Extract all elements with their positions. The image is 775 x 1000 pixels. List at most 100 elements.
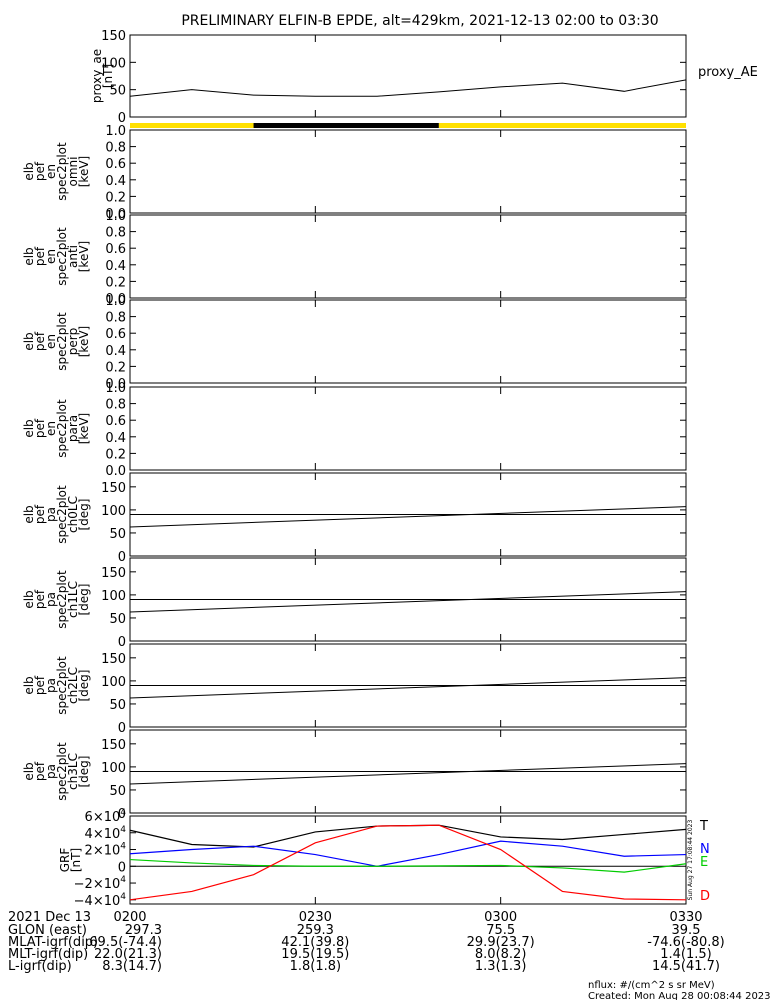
y-axis-label: [deg] [77,756,91,788]
proxy-ae-line [129,79,687,97]
y-tick-label: 6×104 [85,808,127,825]
units-note: nflux: #/(cm^2 s sr MeV) [588,980,715,991]
y-axis-label: pef [33,504,47,524]
panel-frame [129,214,687,299]
y-axis-label: elb [22,332,36,350]
y-tick-label: 0.0 [105,292,126,307]
y-tick-label: 2×104 [85,842,127,859]
y-tick-label: 0.6 [105,414,126,429]
y-tick-label: 0.8 [105,141,126,156]
loss-cone-line [129,763,687,785]
ephem-value: 8.0(8.2) [475,947,527,962]
y-axis-label: [keV] [77,241,91,272]
panel-frame [129,299,687,384]
y-axis-label: pa [44,507,58,522]
y-axis-label: pef [33,589,47,609]
y-axis-label: pa [44,678,58,693]
ephem-value: 39.5 [672,923,701,938]
y-tick-label: 50 [109,527,126,542]
y-axis-label: elb [22,419,36,437]
panel-frame [129,34,687,118]
y-tick-label: 0.6 [105,327,126,342]
ephem-value: 1.8(1.8) [290,959,342,974]
y-axis-label: [deg] [77,584,91,616]
legend-T: T [699,819,708,834]
y-axis-label: pef [33,418,47,438]
y-tick-label: 150 [101,566,126,581]
y-tick-label: 0 [118,860,126,875]
y-tick-label: 0 [118,807,126,822]
y-tick-label: 0.4 [105,431,126,446]
status-bar-segment [130,123,254,128]
ephem-value: 1.3(1.3) [475,959,527,974]
panel-frame [129,129,687,214]
grf-D-line [129,824,687,901]
y-axis-label: [keV] [77,413,91,444]
y-axis-label: pef [33,331,47,351]
x-tick-label: 0300 [484,910,517,925]
legend-D: D [700,889,710,904]
y-tick-label: 100 [101,56,126,71]
loss-cone-line [129,506,687,528]
ephem-value: 297.3 [125,923,162,938]
y-axis-label: spec2plot [55,312,69,371]
y-axis-label: ch0LC [66,496,80,533]
y-axis-label: elb [22,762,36,780]
y-axis-label: elb [22,162,36,180]
y-axis-label: en [44,164,58,179]
y-tick-label: 0.2 [105,275,126,290]
y-axis-label: elb [22,247,36,265]
y-axis-label: [nT] [101,64,115,88]
y-tick-label: 4×104 [85,825,127,842]
x-tick-label: 0230 [299,910,332,925]
y-tick-label: 100 [101,504,126,519]
y-axis-label: [deg] [77,670,91,702]
y-axis-label: [keV] [77,156,91,187]
y-axis-label: GRF [58,848,72,873]
y-axis-label: para [66,415,80,442]
y-axis-label: elb [22,676,36,694]
y-tick-label: 100 [101,761,126,776]
ephem-value: 8.3(14.7) [102,959,162,974]
ephem-value: 22.0(21.3) [94,947,162,962]
y-tick-label: 150 [101,29,126,44]
ephem-value: 42.1(39.8) [281,935,349,950]
ephem-row-label: MLT-igrf(dip) [8,947,88,962]
y-axis-label: spec2plot [55,142,69,201]
ephem-row-label: GLON (east) [8,923,87,938]
loss-cone-line [129,677,687,699]
render-timestamp: Sun Aug 27 17:08:44 2023 [687,820,694,901]
y-axis-label: pa [44,764,58,779]
y-tick-label: 0 [118,635,126,650]
y-tick-label: 0.4 [105,174,126,189]
date-label: 2021 Dec 13 [8,910,91,925]
created-stamp: Created: Mon Aug 28 00:08:44 2023 [588,991,771,1000]
y-tick-label: 1.0 [105,209,126,224]
y-axis-label: spec2plot [55,485,69,544]
grf-N-line [129,840,687,867]
y-tick-label: 0.0 [105,207,126,222]
y-axis-label: ch2LC [66,667,80,704]
y-axis-label: pef [33,246,47,266]
status-bar-segment [253,123,439,128]
ephem-value: 29.9(23.7) [467,935,535,950]
y-tick-label: 0.8 [105,226,126,241]
y-tick-label: 1.0 [105,381,126,396]
y-tick-label: 150 [101,481,126,496]
ephem-value: 14.5(41.7) [652,959,720,974]
y-axis-label: en [44,334,58,349]
ephem-value: 19.5(19.5) [281,947,349,962]
y-tick-label: 0 [118,550,126,565]
loss-cone-line [129,591,687,613]
ephem-row-label: L-igrf(dip) [8,959,72,974]
y-tick-label: 1.0 [105,294,126,309]
y-axis-label: pef [33,161,47,181]
y-tick-label: 1.0 [105,124,126,139]
ephemeris-table: 2021 Dec 13 0200 0230 0300 0330 GLON (east) 29… [8,910,725,974]
ephem-value: 75.5 [486,923,515,938]
y-tick-label: 50 [109,698,126,713]
y-tick-label: −2×104 [74,875,127,892]
y-tick-label: 0.6 [105,157,126,172]
ephem-value: 1.4(1.5) [660,947,712,962]
y-tick-label: 0.8 [105,311,126,326]
